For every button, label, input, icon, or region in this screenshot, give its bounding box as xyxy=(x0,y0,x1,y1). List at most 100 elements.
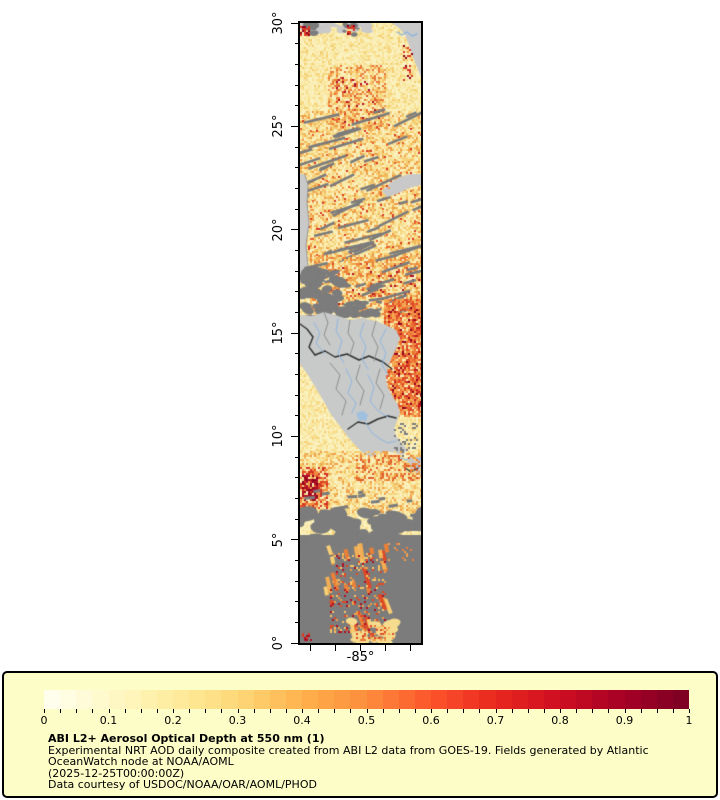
colorbar-tick xyxy=(656,709,658,713)
colorbar-segment xyxy=(527,690,544,709)
colorbar-tick-label: 0.9 xyxy=(615,714,634,727)
y-axis-major-tick xyxy=(291,125,300,127)
colorbar-tick xyxy=(640,709,642,713)
x-axis-tick xyxy=(310,645,311,651)
colorbar-tick-label: 0.8 xyxy=(551,714,569,727)
colorbar-tick xyxy=(237,709,239,713)
y-axis-minor-tick xyxy=(295,394,300,396)
y-axis-minor-tick xyxy=(295,621,300,623)
y-axis-minor-tick xyxy=(295,497,300,499)
colorbar-tick xyxy=(624,709,626,713)
colorbar-tick-label: 0.6 xyxy=(422,714,440,727)
colorbar-tick xyxy=(302,709,303,713)
colorbar-tick xyxy=(76,709,78,713)
y-axis-major-tick xyxy=(291,332,300,334)
y-axis-minor-tick xyxy=(295,43,300,45)
colorbar-segment xyxy=(285,690,302,709)
y-axis-major-tick xyxy=(291,539,300,541)
colorbar-tick xyxy=(124,709,126,713)
colorbar-segment xyxy=(140,690,157,709)
caption-title: ABI L2+ Aerosol Optical Depth at 550 nm … xyxy=(48,732,325,745)
caption: ABI L2+ Aerosol Optical Depth at 550 nm … xyxy=(48,733,649,791)
y-axis-minor-tick xyxy=(295,415,300,417)
colorbar-tick xyxy=(350,709,352,713)
colorbar-segment xyxy=(92,690,109,709)
colorbar-segment xyxy=(269,690,286,709)
colorbar-tick xyxy=(447,709,449,713)
colorbar-segment xyxy=(205,690,222,709)
colorbar xyxy=(44,690,689,709)
colorbar-segment xyxy=(350,690,367,709)
colorbar-tick xyxy=(173,709,174,713)
colorbar-tick xyxy=(414,709,416,713)
y-axis-minor-tick xyxy=(295,373,300,375)
colorbar-tick xyxy=(156,709,158,713)
colorbar-segment xyxy=(156,690,173,709)
colorbar-tick-label: 0.5 xyxy=(357,714,376,727)
colorbar-tick xyxy=(221,709,223,713)
y-axis-major-tick xyxy=(291,22,300,24)
y-axis-minor-tick xyxy=(295,208,300,210)
colorbar-tick xyxy=(543,709,545,713)
colorbar-tick-label: 1 xyxy=(685,714,693,727)
colorbar-segment xyxy=(108,690,125,709)
colorbar-segment xyxy=(366,690,383,709)
y-axis-minor-tick xyxy=(295,105,300,107)
colorbar-segment xyxy=(334,690,351,709)
y-axis-minor-tick xyxy=(295,559,300,561)
colorbar-segment xyxy=(414,690,431,709)
colorbar-segment xyxy=(237,690,254,709)
x-axis-tick xyxy=(360,645,361,651)
colorbar-segment xyxy=(447,690,464,709)
colorbar-segment xyxy=(543,690,560,709)
y-axis-minor-tick xyxy=(295,249,300,251)
colorbar-tick xyxy=(205,709,207,713)
colorbar-segment xyxy=(76,690,93,709)
colorbar-tick xyxy=(608,709,610,713)
colorbar-segment xyxy=(640,690,657,709)
y-axis-minor-tick xyxy=(295,63,300,65)
colorbar-segment xyxy=(560,690,577,709)
y-axis-label: 5° xyxy=(270,532,286,548)
colorbar-segment xyxy=(44,690,61,709)
y-axis-label: 10° xyxy=(270,424,286,448)
colorbar-tick-label: 0.1 xyxy=(99,714,118,727)
colorbar-tick xyxy=(285,709,287,713)
colorbar-tick xyxy=(689,709,690,713)
y-axis-minor-tick xyxy=(295,84,300,86)
colorbar-segment xyxy=(479,690,496,709)
y-axis-label: 0° xyxy=(270,635,286,651)
colorbar-tick-label: 0.4 xyxy=(293,714,311,727)
colorbar-tick xyxy=(431,709,432,713)
colorbar-segment xyxy=(173,690,190,709)
colorbar-segment xyxy=(608,690,625,709)
legend-panel: 0 0.1 0.2 0.3 0.4 0.5 0.6 0.7 0.8 0.9 1 ABI L2+ Ae… xyxy=(2,671,718,798)
colorbar-segment xyxy=(253,690,270,709)
colorbar-tick-label: 0 xyxy=(40,714,48,727)
aod-raster-map xyxy=(300,23,421,643)
colorbar-tick xyxy=(253,709,255,713)
y-axis-minor-tick xyxy=(295,187,300,189)
y-axis-minor-tick xyxy=(295,167,300,169)
y-axis-label: 30° xyxy=(270,11,286,35)
colorbar-tick-label: 0.2 xyxy=(164,714,182,727)
colorbar-segment xyxy=(124,690,141,709)
colorbar-tick xyxy=(398,709,400,713)
y-axis-label: 15° xyxy=(270,321,286,345)
colorbar-segment xyxy=(656,690,673,709)
colorbar-tick xyxy=(672,709,674,713)
x-axis-label: -85° xyxy=(346,650,375,665)
colorbar-tick xyxy=(382,709,384,713)
colorbar-segment xyxy=(431,690,448,709)
x-axis-tick xyxy=(335,645,336,651)
caption-line: OceanWatch node at NOAA/AOML xyxy=(48,755,234,769)
y-axis-label: 25° xyxy=(270,114,286,138)
colorbar-tick xyxy=(592,709,594,713)
y-axis-minor-tick xyxy=(295,270,300,272)
colorbar-tick xyxy=(318,709,320,713)
colorbar-tick xyxy=(269,709,271,713)
y-axis-label: 20° xyxy=(270,218,286,242)
colorbar-tick xyxy=(366,709,368,713)
colorbar-tick xyxy=(511,709,513,713)
